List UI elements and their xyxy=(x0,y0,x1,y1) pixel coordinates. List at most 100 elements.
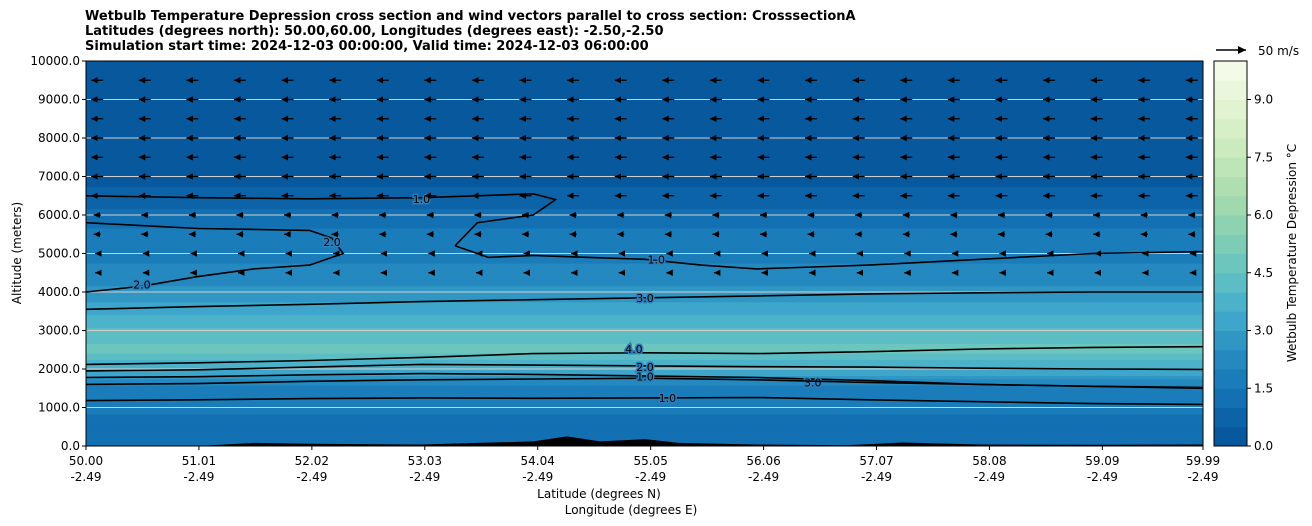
depression-band xyxy=(86,224,1203,229)
y-axis: 0.0 1000.0 2000.0 3000.0 4000.0 5000.0 6000.0 7… xyxy=(30,54,86,453)
depression-band xyxy=(86,327,1203,332)
wind-key-label: 50 m/s xyxy=(1258,44,1299,58)
colorbar: 0.0 1.5 3.0 4.5 6.0 7.5 9.0 xyxy=(1213,60,1273,453)
x-tick-label-lat: 50.00 xyxy=(69,454,103,468)
depression-band xyxy=(86,369,1203,373)
colorbar-segment xyxy=(1214,292,1247,312)
contour-line xyxy=(86,345,1203,366)
depression-band xyxy=(86,150,1203,158)
x-tick-label-lon: -2.49 xyxy=(70,470,101,484)
contour-label: 1.0 xyxy=(659,392,677,405)
depression-band xyxy=(86,304,1203,309)
colorbar-segment xyxy=(1214,157,1247,177)
depression-band xyxy=(86,394,1203,399)
depression-band xyxy=(86,381,1203,386)
depression-band xyxy=(86,118,1203,126)
x-tick-label-lon: -2.49 xyxy=(635,470,666,484)
depression-band xyxy=(86,105,1203,113)
depression-band xyxy=(86,250,1203,255)
x-tick-label-lat: 53.03 xyxy=(408,454,442,468)
contour-label: 3.0 xyxy=(804,376,822,389)
depression-band xyxy=(86,99,1203,107)
depression-band xyxy=(86,407,1203,412)
x-tick-label-lon: -2.49 xyxy=(1087,470,1118,484)
title-line-2: Latitudes (degrees north): 50.00,60.00, … xyxy=(85,24,664,39)
x-tick-label-lat: 55.05 xyxy=(633,454,667,468)
contour-line xyxy=(86,291,1203,311)
depression-band xyxy=(86,67,1203,75)
colorbar-tick-label: 7.5 xyxy=(1254,150,1273,164)
wind-key: 50 m/s xyxy=(1216,44,1299,58)
depression-band xyxy=(86,356,1203,360)
depression-band xyxy=(86,247,1203,251)
depression-band xyxy=(86,218,1203,223)
depression-band xyxy=(86,314,1203,319)
y-axis-label: Altitude (meters) xyxy=(10,202,24,304)
depression-band xyxy=(86,298,1203,303)
depression-band xyxy=(86,308,1203,312)
x-tick-label-lat: 57.07 xyxy=(859,454,893,468)
contour-label: 3.0 xyxy=(636,292,654,305)
depression-band xyxy=(86,397,1203,402)
depression-band xyxy=(86,259,1203,264)
contour-line xyxy=(86,237,345,293)
x-tick-label-lat: 58.08 xyxy=(972,454,1006,468)
depression-band xyxy=(86,80,1203,88)
depression-band xyxy=(86,93,1203,101)
depression-band xyxy=(86,346,1203,351)
x-tick-label-lat: 51.01 xyxy=(182,454,216,468)
depression-band xyxy=(86,333,1203,338)
x-tick-label-lon: -2.49 xyxy=(183,470,214,484)
depression-band xyxy=(86,170,1203,178)
x-tick-label-lat: 59.09 xyxy=(1085,454,1119,468)
depression-band xyxy=(86,231,1203,235)
colorbar-tick-label: 0.0 xyxy=(1254,439,1273,453)
depression-band xyxy=(86,436,1203,441)
contour-label: 4.0 xyxy=(625,343,643,356)
y-tick-label: 10000.0 xyxy=(30,54,80,68)
depression-band xyxy=(86,343,1203,348)
y-tick-label: 3000.0 xyxy=(38,324,80,338)
x-axis-label: Latitude (degrees N) xyxy=(537,487,661,501)
depression-band xyxy=(86,269,1203,274)
y-tick-label: 8000.0 xyxy=(38,131,80,145)
x-tick-label-lat: 56.06 xyxy=(746,454,780,468)
colorbar-tick-label: 1.5 xyxy=(1254,381,1273,395)
colorbar-segment xyxy=(1214,176,1247,197)
depression-band xyxy=(86,189,1203,194)
colorbar-segment xyxy=(1214,407,1247,428)
colorbar-segment xyxy=(1214,311,1247,331)
contour-label: 1.0 xyxy=(413,193,431,206)
x-tick-label-lon: -2.49 xyxy=(1187,470,1218,484)
contour-line xyxy=(86,396,1203,406)
depression-band xyxy=(86,73,1203,81)
colorbar-segment xyxy=(1214,369,1247,389)
depression-band xyxy=(86,138,1203,146)
depression-band xyxy=(86,301,1203,306)
depression-band xyxy=(86,285,1203,290)
x-tick-label-lon: -2.49 xyxy=(748,470,779,484)
depression-band xyxy=(86,243,1203,248)
depression-band xyxy=(86,417,1203,421)
depression-band xyxy=(86,215,1203,219)
depression-band xyxy=(86,263,1203,267)
x-axis: 50.00 -2.49 51.01 -2.49 52.02 -2.49 53.03 -2.49… xyxy=(69,446,1220,484)
depression-band xyxy=(86,340,1203,344)
colorbar-segment xyxy=(1214,330,1247,351)
depression-band xyxy=(86,433,1203,437)
y-tick-label: 9000.0 xyxy=(38,93,80,107)
depression-band xyxy=(86,279,1203,283)
y-tick-label: 0.0 xyxy=(61,439,80,453)
depression-band xyxy=(86,292,1203,296)
colorbar-tick-label: 9.0 xyxy=(1254,93,1273,107)
depression-band xyxy=(86,211,1203,216)
depression-band xyxy=(86,311,1203,316)
y-tick-label: 4000.0 xyxy=(38,285,80,299)
depression-band xyxy=(86,61,1203,69)
depression-band xyxy=(86,195,1203,200)
colorbar-segment xyxy=(1214,426,1247,447)
chart-title: Wetbulb Temperature Depression cross sec… xyxy=(85,9,856,54)
y-tick-label: 2000.0 xyxy=(38,362,80,376)
depression-band xyxy=(86,365,1203,370)
plot-area: 4.03.03.02.01.01.01.01.02.02.0 xyxy=(86,61,1203,446)
